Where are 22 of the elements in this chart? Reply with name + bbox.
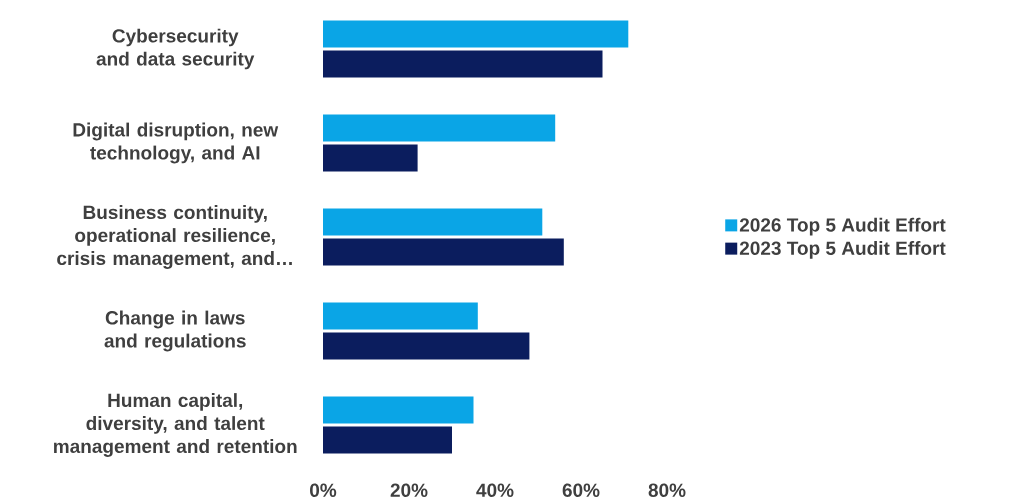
y-tick-label: Change in laws and regulations — [104, 310, 246, 352]
x-tick-label: 80% — [648, 483, 686, 497]
bar — [323, 396, 474, 424]
y-tick-label: Human capital, diversity, and talent management and retention — [54, 393, 297, 457]
bar — [323, 208, 543, 236]
y-tick-label: Digital disruption, new technology, and AI — [73, 122, 279, 164]
legend-label: 2023 Top 5 Audit Effort — [739, 241, 946, 259]
x-tick-label: 40% — [476, 483, 514, 497]
bar — [323, 238, 564, 266]
bar — [323, 50, 603, 78]
y-tick-label: Business continuity, operational resilience, crisis management, and… — [57, 205, 292, 269]
bar — [323, 114, 556, 142]
x-tick-label: 0% — [310, 483, 337, 497]
bar — [323, 332, 530, 360]
x-tick-label: 20% — [390, 483, 428, 497]
bar — [323, 426, 452, 454]
y-tick-label: Cybersecurity and data security — [96, 28, 255, 70]
legend-label: 2026 Top 5 Audit Effort — [739, 217, 946, 236]
bar — [323, 20, 629, 48]
bar — [323, 302, 478, 330]
x-tick-label: 60% — [562, 483, 600, 497]
bar — [323, 144, 418, 172]
